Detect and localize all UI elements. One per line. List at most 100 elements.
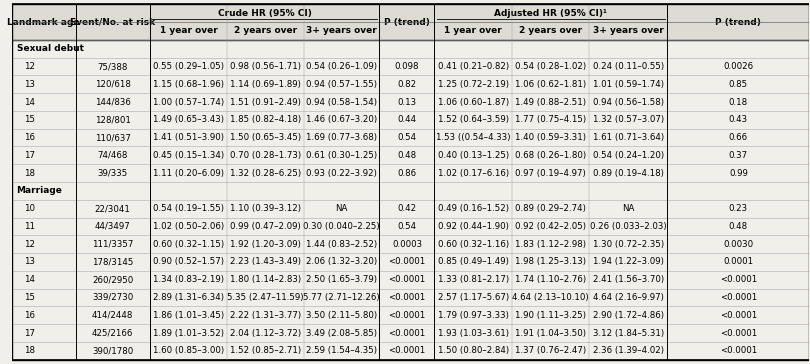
Text: Marriage: Marriage bbox=[17, 186, 62, 195]
Text: 0.61 (0.30–1.25): 0.61 (0.30–1.25) bbox=[306, 151, 377, 160]
Text: 1.79 (0.97–3.33): 1.79 (0.97–3.33) bbox=[437, 311, 509, 320]
Text: 5.35 (2.47–11.59): 5.35 (2.47–11.59) bbox=[227, 293, 304, 302]
Text: <0.0001: <0.0001 bbox=[388, 275, 425, 284]
Text: 1.50 (0.65–3.45): 1.50 (0.65–3.45) bbox=[230, 133, 301, 142]
Text: 0.94 (0.56–1.58): 0.94 (0.56–1.58) bbox=[593, 98, 663, 107]
Text: 260/2950: 260/2950 bbox=[92, 275, 134, 284]
Text: 1.10 (0.39–3.12): 1.10 (0.39–3.12) bbox=[230, 204, 301, 213]
Text: 13: 13 bbox=[23, 80, 35, 89]
Text: 1.02 (0.17–6.16): 1.02 (0.17–6.16) bbox=[437, 169, 509, 178]
Text: 18: 18 bbox=[23, 346, 35, 355]
Text: 2.57 (1.17–5.67): 2.57 (1.17–5.67) bbox=[437, 293, 509, 302]
Text: 1.77 (0.75–4.15): 1.77 (0.75–4.15) bbox=[515, 115, 586, 124]
Text: Landmark age: Landmark age bbox=[7, 17, 80, 27]
Text: 0.66: 0.66 bbox=[729, 133, 748, 142]
Text: 1.91 (1.04–3.50): 1.91 (1.04–3.50) bbox=[515, 329, 586, 337]
Text: 1.61 (0.71–3.64): 1.61 (0.71–3.64) bbox=[593, 133, 664, 142]
Text: 17: 17 bbox=[23, 151, 35, 160]
Text: 0.94 (0.57–1.55): 0.94 (0.57–1.55) bbox=[306, 80, 377, 89]
Text: 0.94 (0.58–1.54): 0.94 (0.58–1.54) bbox=[306, 98, 377, 107]
Text: 1.32 (0.57–3.07): 1.32 (0.57–3.07) bbox=[593, 115, 664, 124]
Text: <0.0001: <0.0001 bbox=[720, 293, 757, 302]
Text: 5.77 (2.71–12.26): 5.77 (2.71–12.26) bbox=[303, 293, 380, 302]
Text: 1.98 (1.25–3.13): 1.98 (1.25–3.13) bbox=[515, 257, 586, 266]
Text: 120/618: 120/618 bbox=[95, 80, 130, 89]
Text: 12: 12 bbox=[23, 240, 35, 249]
Text: 0.30 (0.040–2.25): 0.30 (0.040–2.25) bbox=[303, 222, 380, 231]
Text: 0.098: 0.098 bbox=[394, 62, 420, 71]
Text: 1 year over: 1 year over bbox=[160, 27, 217, 35]
Text: 0.86: 0.86 bbox=[398, 169, 416, 178]
Text: 2.41 (1.56–3.70): 2.41 (1.56–3.70) bbox=[593, 275, 664, 284]
Text: 1.06 (0.62–1.81): 1.06 (0.62–1.81) bbox=[515, 80, 586, 89]
Text: 1.94 (1.22–3.09): 1.94 (1.22–3.09) bbox=[593, 257, 663, 266]
Text: 3+ years over: 3+ years over bbox=[306, 27, 377, 35]
Text: 22/3041: 22/3041 bbox=[95, 204, 130, 213]
Text: 0.37: 0.37 bbox=[729, 151, 748, 160]
Text: 110/637: 110/637 bbox=[95, 133, 130, 142]
Text: 1.69 (0.77–3.68): 1.69 (0.77–3.68) bbox=[306, 133, 377, 142]
Text: 0.85 (0.49–1.49): 0.85 (0.49–1.49) bbox=[437, 257, 509, 266]
Text: 0.26 (0.033–2.03): 0.26 (0.033–2.03) bbox=[590, 222, 667, 231]
Text: 16: 16 bbox=[23, 311, 35, 320]
Text: 15: 15 bbox=[23, 293, 35, 302]
Text: 2.06 (1.32–3.20): 2.06 (1.32–3.20) bbox=[306, 257, 377, 266]
Text: 0.24 (0.11–0.55): 0.24 (0.11–0.55) bbox=[593, 62, 664, 71]
Text: 0.49 (0.16–1.52): 0.49 (0.16–1.52) bbox=[437, 204, 509, 213]
Text: 13: 13 bbox=[23, 257, 35, 266]
Text: 0.0030: 0.0030 bbox=[723, 240, 753, 249]
Text: <0.0001: <0.0001 bbox=[720, 311, 757, 320]
Text: 0.13: 0.13 bbox=[398, 98, 416, 107]
Text: 1.86 (1.01–3.45): 1.86 (1.01–3.45) bbox=[153, 311, 224, 320]
Text: 3.49 (2.08–5.85): 3.49 (2.08–5.85) bbox=[306, 329, 377, 337]
Text: P (trend): P (trend) bbox=[384, 17, 430, 27]
Text: 1.00 (0.57–1.74): 1.00 (0.57–1.74) bbox=[153, 98, 224, 107]
Text: 0.54 (0.28–1.02): 0.54 (0.28–1.02) bbox=[515, 62, 586, 71]
Text: 1.40 (0.59–3.31): 1.40 (0.59–3.31) bbox=[515, 133, 586, 142]
Text: 11: 11 bbox=[23, 222, 35, 231]
Text: 0.82: 0.82 bbox=[398, 80, 416, 89]
Text: 3.12 (1.84–5.31): 3.12 (1.84–5.31) bbox=[593, 329, 664, 337]
Text: Adjusted HR (95% CI)¹: Adjusted HR (95% CI)¹ bbox=[494, 9, 608, 18]
Text: 0.68 (0.26–1.80): 0.68 (0.26–1.80) bbox=[515, 151, 586, 160]
Text: 3+ years over: 3+ years over bbox=[593, 27, 663, 35]
Text: 1.41 (0.51–3.90): 1.41 (0.51–3.90) bbox=[153, 133, 224, 142]
Text: 0.54 (0.26–1.09): 0.54 (0.26–1.09) bbox=[306, 62, 377, 71]
Text: 2.90 (1.72–4.86): 2.90 (1.72–4.86) bbox=[593, 311, 663, 320]
Text: 14: 14 bbox=[23, 275, 35, 284]
Text: 0.89 (0.19–4.18): 0.89 (0.19–4.18) bbox=[593, 169, 663, 178]
Text: 1.37 (0.76–2.47): 1.37 (0.76–2.47) bbox=[515, 346, 586, 355]
Text: 1.30 (0.72–2.35): 1.30 (0.72–2.35) bbox=[593, 240, 664, 249]
Text: <0.0001: <0.0001 bbox=[720, 329, 757, 337]
Text: 15: 15 bbox=[23, 115, 35, 124]
Text: NA: NA bbox=[622, 204, 634, 213]
Text: 17: 17 bbox=[23, 329, 35, 337]
Text: 75/388: 75/388 bbox=[97, 62, 128, 71]
Text: 1.11 (0.20–6.09): 1.11 (0.20–6.09) bbox=[153, 169, 224, 178]
Text: 128/801: 128/801 bbox=[95, 115, 130, 124]
Text: <0.0001: <0.0001 bbox=[388, 346, 425, 355]
Text: 12: 12 bbox=[23, 62, 35, 71]
Text: 0.0026: 0.0026 bbox=[723, 62, 753, 71]
Text: 2.89 (1.31–6.34): 2.89 (1.31–6.34) bbox=[153, 293, 224, 302]
Text: 1.32 (0.28–6.25): 1.32 (0.28–6.25) bbox=[230, 169, 301, 178]
Text: 2 years over: 2 years over bbox=[519, 27, 582, 35]
Text: NA: NA bbox=[335, 204, 347, 213]
Text: 1.34 (0.83–2.19): 1.34 (0.83–2.19) bbox=[153, 275, 224, 284]
Text: <0.0001: <0.0001 bbox=[720, 346, 757, 355]
Text: 1.93 (1.03–3.61): 1.93 (1.03–3.61) bbox=[437, 329, 509, 337]
Text: Sexual debut: Sexual debut bbox=[17, 44, 83, 53]
Text: 3.50 (2.11–5.80): 3.50 (2.11–5.80) bbox=[306, 311, 377, 320]
Text: 0.54 (0.19–1.55): 0.54 (0.19–1.55) bbox=[153, 204, 224, 213]
Text: 0.42: 0.42 bbox=[398, 204, 416, 213]
Text: 0.99 (0.47–2.09): 0.99 (0.47–2.09) bbox=[230, 222, 301, 231]
Text: 390/1780: 390/1780 bbox=[92, 346, 134, 355]
Text: Crude HR (95% CI): Crude HR (95% CI) bbox=[218, 9, 312, 18]
Text: <0.0001: <0.0001 bbox=[388, 293, 425, 302]
Text: 0.70 (0.28–1.73): 0.70 (0.28–1.73) bbox=[230, 151, 301, 160]
Text: <0.0001: <0.0001 bbox=[388, 311, 425, 320]
Text: 1.25 (0.72–2.19): 1.25 (0.72–2.19) bbox=[437, 80, 509, 89]
Text: 1.49 (0.88–2.51): 1.49 (0.88–2.51) bbox=[515, 98, 586, 107]
Text: 178/3145: 178/3145 bbox=[92, 257, 134, 266]
Text: 414/2448: 414/2448 bbox=[92, 311, 134, 320]
